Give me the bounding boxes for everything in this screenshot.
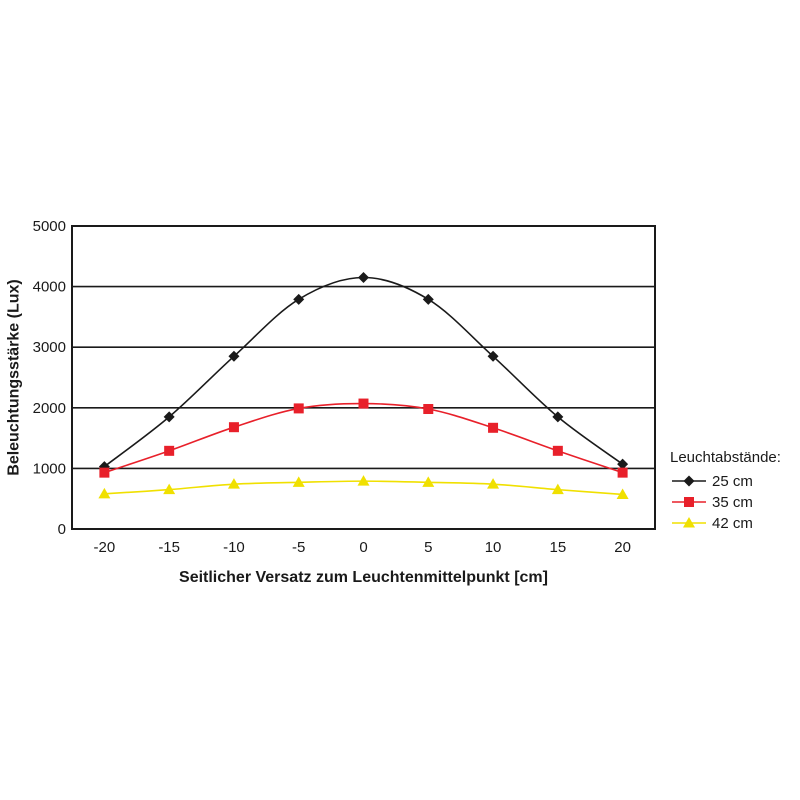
data-point	[552, 445, 563, 456]
data-point	[422, 293, 434, 305]
legend: 25 cm 35 cm 42 cm	[672, 473, 753, 532]
data-point	[358, 398, 369, 409]
legend-label: 25 cm	[712, 473, 753, 490]
data-point	[293, 293, 305, 305]
data-point	[487, 350, 499, 362]
data-point	[423, 404, 434, 415]
x-tick-label: -10	[223, 539, 245, 556]
data-point	[228, 350, 240, 362]
series-42-cm	[98, 475, 629, 499]
data-point	[617, 467, 628, 478]
x-tick-label: -5	[292, 539, 305, 556]
data-point	[487, 478, 500, 489]
data-point	[293, 403, 304, 414]
x-axis-label: Seitlicher Versatz zum Leuchtenmittelpun…	[179, 569, 548, 586]
legend-title: Leuchtabstände:	[670, 449, 781, 466]
series-25-cm	[98, 272, 629, 473]
y-tick-label: 3000	[33, 339, 66, 356]
y-axis-label: Beleuchtungsstärke (Lux)	[6, 279, 23, 475]
data-point	[227, 478, 240, 489]
y-tick-label: 4000	[33, 279, 66, 296]
series-group	[98, 272, 629, 499]
data-point	[616, 488, 629, 499]
x-tick-label: 10	[485, 539, 502, 556]
legend-label: 35 cm	[712, 494, 753, 511]
x-tick-label: 5	[424, 539, 432, 556]
data-point	[488, 422, 499, 433]
legend-item: 42 cm	[672, 515, 753, 532]
series-line	[104, 402, 623, 474]
legend-marker	[684, 497, 694, 507]
data-point	[292, 476, 305, 487]
data-point	[163, 411, 175, 423]
data-point	[228, 422, 239, 433]
data-point	[164, 445, 175, 456]
legend-item: 25 cm	[672, 473, 753, 490]
grid-lines	[72, 285, 655, 470]
data-point	[163, 483, 176, 495]
y-tick-label: 2000	[33, 400, 66, 417]
x-tick-label: 0	[359, 539, 367, 556]
x-tick-label: -20	[94, 539, 116, 556]
data-point	[358, 272, 369, 284]
plot-frame	[71, 225, 656, 530]
y-tick-label: 0	[58, 521, 66, 538]
y-tick-label: 1000	[33, 460, 66, 477]
legend-marker	[683, 517, 695, 528]
x-tick-label: 15	[549, 539, 566, 556]
data-point	[552, 411, 564, 423]
x-tick-label: -15	[158, 539, 180, 556]
legend-label: 42 cm	[712, 515, 753, 532]
data-point	[99, 467, 110, 478]
data-point	[422, 476, 435, 487]
legend-item: 35 cm	[672, 494, 753, 511]
data-point	[357, 475, 370, 486]
y-tick-labels: 0 1000 2000 3000 4000 5000	[33, 218, 66, 538]
data-point	[551, 483, 564, 495]
series-35-cm	[99, 398, 628, 478]
data-point	[98, 487, 111, 499]
legend-marker	[683, 475, 695, 487]
y-tick-label: 5000	[33, 218, 66, 235]
series-line	[103, 276, 624, 468]
x-tick-label: 20	[614, 539, 631, 556]
x-tick-labels: -20 -15 -10 -5 0 5 10 15 20	[94, 539, 631, 556]
data-point	[617, 458, 629, 470]
